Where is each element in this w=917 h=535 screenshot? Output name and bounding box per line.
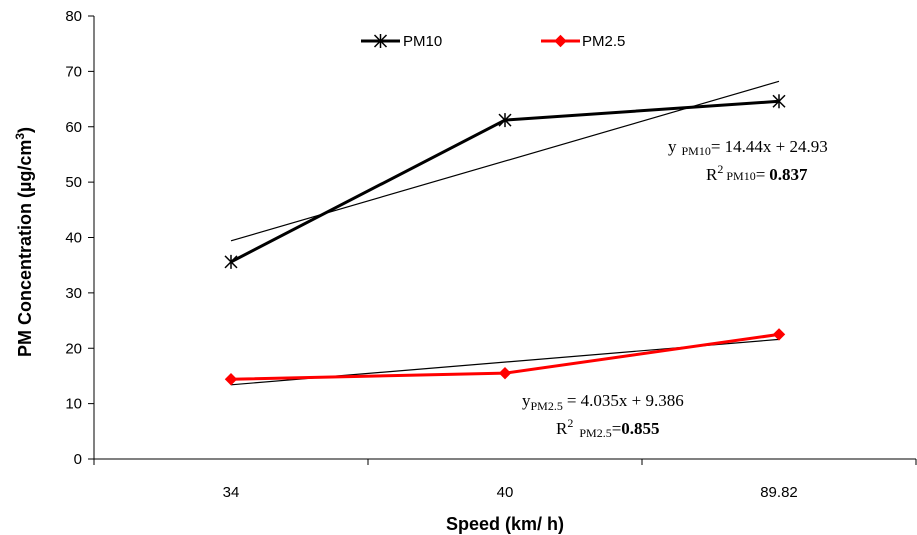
legend-item-pm10: PM10 xyxy=(361,33,442,50)
y-tick-label: 80 xyxy=(65,8,82,25)
y-axis-title-end: ) xyxy=(15,127,35,133)
x-axis-title: Speed (km/ h) xyxy=(446,514,564,534)
axes: 0 10 20 30 40 50 60 70 80 34 40 89.82 xyxy=(65,8,917,501)
y-tick-label: 0 xyxy=(74,451,82,468)
legend-marker xyxy=(554,34,567,48)
pm10-r2-value: 0.837 xyxy=(769,165,808,184)
series-markers xyxy=(224,94,786,386)
x-tick-label: 40 xyxy=(497,484,514,501)
y-axis-title-sup: 3 xyxy=(13,133,27,140)
point-pm10 xyxy=(772,94,786,109)
y-tick-label: 20 xyxy=(65,340,82,357)
pm25-eq-y: y xyxy=(522,391,531,410)
y-tick-label: 70 xyxy=(65,63,82,80)
legend-label: PM10 xyxy=(403,33,442,50)
series-lines xyxy=(230,99,780,381)
y-tick-label: 40 xyxy=(65,230,82,247)
point-pm25 xyxy=(498,366,512,380)
pm10-trend-equation: y PM10= 14.44x + 24.93 xyxy=(668,137,828,158)
pm25-r2-eqsign: = xyxy=(612,419,622,438)
legend-item-pm25: PM2.5 xyxy=(541,33,625,50)
pm10-r2-r: R xyxy=(706,165,718,184)
pm25-r2-sub: PM2.5 xyxy=(579,426,611,440)
legend: PM10 PM2.5 xyxy=(361,33,625,50)
pm10-r2-sub: PM10 xyxy=(726,169,755,183)
point-pm25 xyxy=(224,373,238,386)
pm10-eq-rest: = 14.44x + 24.93 xyxy=(711,137,828,156)
pm25-eq-rest: = 4.035x + 9.386 xyxy=(567,391,684,410)
y-tick-label: 60 xyxy=(65,119,82,136)
x-tick-label: 89.82 xyxy=(760,484,798,501)
y-axis-title: PM Concentration (µg/cm3) xyxy=(13,127,35,357)
pm25-r-squared: R2 PM2.5=0.855 xyxy=(556,416,660,440)
pm25-trend-equation: yPM2.5 = 4.035x + 9.386 xyxy=(522,391,684,413)
pm25-r2-value: 0.855 xyxy=(621,419,659,438)
pm25-r2-r: R xyxy=(556,419,568,438)
pm10-r2-sup: 2 xyxy=(717,162,723,176)
legend-marker xyxy=(373,34,388,48)
y-tick-label: 10 xyxy=(65,396,82,413)
pm10-r2-eqsign: = xyxy=(756,165,766,184)
trendline-pm10 xyxy=(230,80,780,242)
legend-label: PM2.5 xyxy=(582,33,625,50)
x-tick-label: 34 xyxy=(223,484,240,501)
y-tick-label: 30 xyxy=(65,285,82,302)
y-tick-label: 50 xyxy=(65,174,82,191)
point-pm10 xyxy=(498,113,512,128)
pm25-eq-sub: PM2.5 xyxy=(531,399,563,413)
pm10-r-squared: R2 PM10= 0.837 xyxy=(706,162,808,184)
y-axis-title-main: PM Concentration (µg/cm xyxy=(15,140,35,357)
point-pm25 xyxy=(772,328,786,341)
pm25-r2-sup: 2 xyxy=(567,416,573,430)
pm10-eq-y: y xyxy=(668,137,677,156)
point-pm10 xyxy=(224,254,238,269)
pm10-eq-sub: PM10 xyxy=(682,144,711,158)
